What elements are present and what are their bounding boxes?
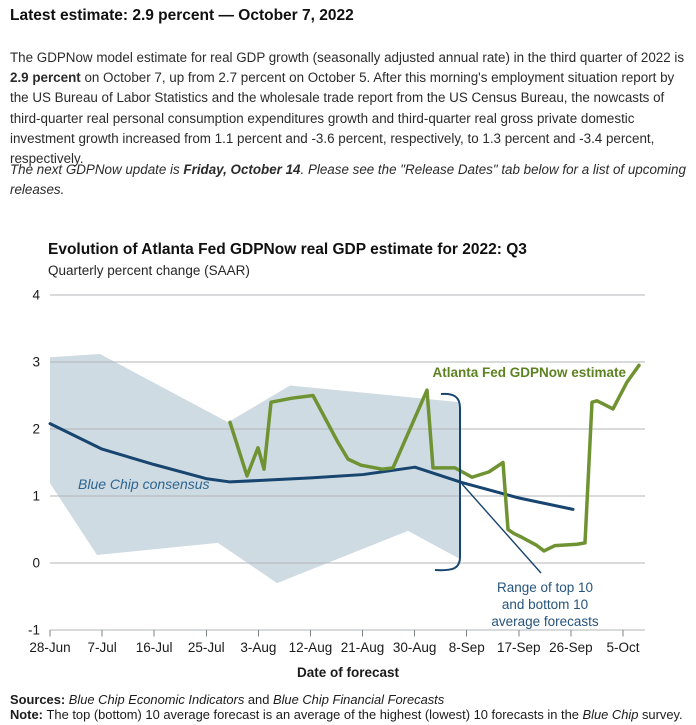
text-segment: Friday, October 14 <box>183 162 301 177</box>
chart-note: Note: The top (bottom) 10 average foreca… <box>10 707 694 722</box>
y-tick-label: 4 <box>32 288 40 303</box>
x-tick-label: 25-Jul <box>188 640 225 655</box>
y-tick-label: 2 <box>32 422 40 437</box>
text-segment: The top (bottom) 10 average forecast is … <box>46 707 583 722</box>
text-segment: and <box>244 692 273 707</box>
next-update-paragraph: The next GDPNow update is Friday, Octobe… <box>10 160 694 200</box>
y-tick-label: 3 <box>32 355 40 370</box>
text-segment: Blue Chip Financial Forecasts <box>272 692 445 707</box>
y-tick-label: -1 <box>28 623 40 638</box>
text-segment: Blue Chip <box>582 707 639 722</box>
x-tick-label: 3-Aug <box>240 640 276 655</box>
range-annotation-line: average forecasts <box>491 614 599 629</box>
estimate-paragraph: The GDPNow model estimate for real GDP g… <box>10 48 694 169</box>
y-tick-label: 0 <box>32 556 40 571</box>
page-title: Latest estimate: 2.9 percent — October 7… <box>10 7 354 24</box>
x-tick-label: 5-Oct <box>606 640 639 655</box>
annotation-leader-line <box>461 483 542 574</box>
text-segment: Blue Chip Economic Indicators <box>68 692 245 707</box>
x-axis-title: Date of forecast <box>297 665 400 680</box>
text-segment: The GDPNow model estimate for real GDP g… <box>10 50 685 65</box>
range-bracket <box>434 392 461 572</box>
bluechip-line <box>48 422 575 511</box>
chart-sources: Sources: Blue Chip Economic Indicators a… <box>10 692 694 707</box>
x-tick-label: 16-Jul <box>136 640 173 655</box>
x-tick-label: 26-Sep <box>549 640 593 655</box>
text-segment: The next GDPNow update is <box>10 162 184 177</box>
range-annotation-line: and bottom 10 <box>502 597 588 612</box>
x-tick-label: 21-Aug <box>341 640 385 655</box>
x-tick-label: 7-Jul <box>87 640 116 655</box>
x-tick-label: 17-Sep <box>497 640 541 655</box>
chart-title: Evolution of Atlanta Fed GDPNow real GDP… <box>48 241 527 258</box>
y-tick-label: 1 <box>32 489 40 504</box>
range-annotation-line: Range of top 10 <box>497 580 593 595</box>
x-tick-label: 30-Aug <box>393 640 437 655</box>
x-tick-label: 28-Jun <box>29 640 70 655</box>
text-segment: Sources: <box>10 692 69 707</box>
x-tick-label: 8-Sep <box>449 640 485 655</box>
text-segment: Note: <box>10 707 47 722</box>
x-tick-label: 12-Aug <box>289 640 333 655</box>
text-segment: survey. <box>638 707 683 722</box>
chart-subtitle: Quarterly percent change (SAAR) <box>48 263 250 278</box>
text-segment: on October 7, up from 2.7 percent on Oct… <box>10 70 675 167</box>
gdpnow-line-label: Atlanta Fed GDPNow estimate <box>432 365 626 380</box>
text-segment: . Please see the "Release Dates" tab bel… <box>10 162 686 198</box>
text-segment: 2.9 percent <box>10 70 81 86</box>
bluechip-line-label: Blue Chip consensus <box>78 476 210 492</box>
forecast-range-band <box>50 353 460 584</box>
gdpnow-line <box>228 363 641 553</box>
